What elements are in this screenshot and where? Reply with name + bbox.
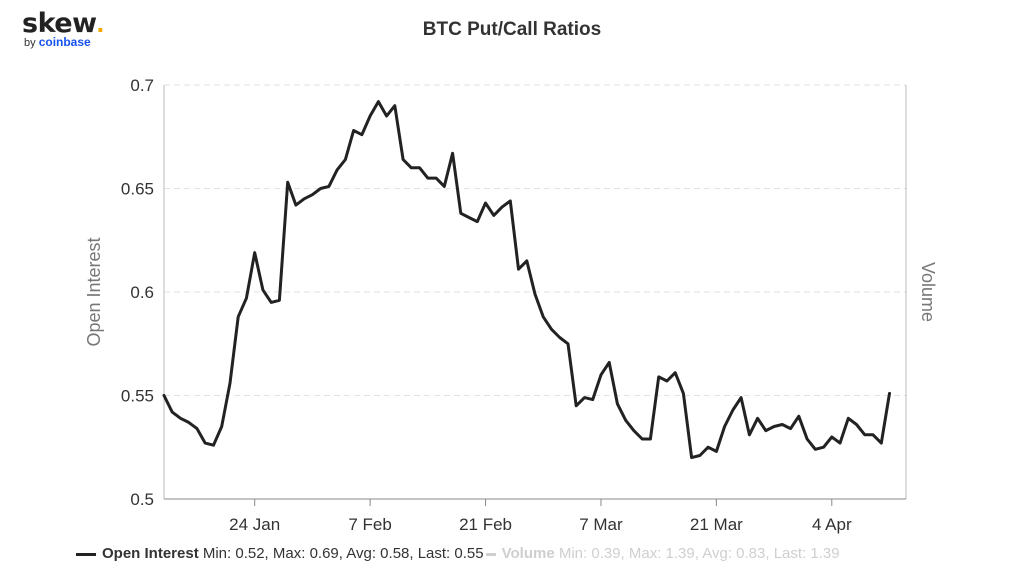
y-tick-label: 0.6 — [130, 283, 154, 302]
y-tick-label: 0.55 — [121, 387, 154, 406]
skew-logo: skew. by coinbase — [22, 8, 104, 49]
legend-name-volume: Volume — [501, 545, 555, 562]
logo-by: by — [24, 37, 36, 49]
x-tick-label: 21 Feb — [459, 515, 512, 534]
legend-swatch-volume — [485, 552, 496, 556]
y-tick-label: 0.7 — [130, 76, 154, 95]
logo-byline: by coinbase — [24, 35, 104, 49]
x-tick-label: 7 Mar — [579, 515, 623, 534]
x-tick-label: 21 Mar — [690, 515, 743, 534]
legend: Open Interest Min: 0.52, Max: 0.69, Avg:… — [76, 545, 840, 562]
axes — [163, 85, 907, 506]
grid-lines — [164, 84, 906, 396]
x-tick-label: 24 Jan — [229, 515, 280, 534]
y-tick-label: 0.5 — [130, 490, 154, 509]
x-tick-label: 7 Feb — [348, 515, 391, 534]
legend-swatch-open-interest — [76, 552, 96, 556]
logo-brand: coinbase — [38, 35, 91, 49]
legend-item-volume[interactable]: Volume Min: 0.39, Max: 1.39, Avg: 0.83, … — [502, 545, 840, 562]
legend-item-open-interest[interactable]: Open Interest Min: 0.52, Max: 0.69, Avg:… — [102, 545, 484, 562]
y-tick-labels: 0.5 0.55 0.6 0.65 0.7 — [121, 76, 154, 509]
series-line-open-interest — [162, 100, 891, 460]
x-tick-label: 4 Apr — [812, 515, 852, 534]
logo-wordmark: skew — [22, 8, 97, 39]
y-axis-label: Open Interest — [84, 237, 104, 346]
x-tick-labels: 24 Jan 7 Feb 21 Feb 7 Mar 21 Mar 4 Apr — [229, 515, 852, 534]
y2-axis-label: Volume — [918, 262, 938, 322]
logo-dot: . — [96, 8, 105, 38]
legend-stats-open-interest: Min: 0.52, Max: 0.69, Avg: 0.58, Last: 0… — [202, 545, 484, 562]
chart-title: BTC Put/Call Ratios — [422, 19, 602, 40]
legend-stats-volume: Min: 0.39, Max: 1.39, Avg: 0.83, Last: 1… — [558, 545, 840, 562]
legend-name-open-interest: Open Interest — [102, 545, 199, 562]
y-tick-label: 0.65 — [121, 180, 154, 199]
